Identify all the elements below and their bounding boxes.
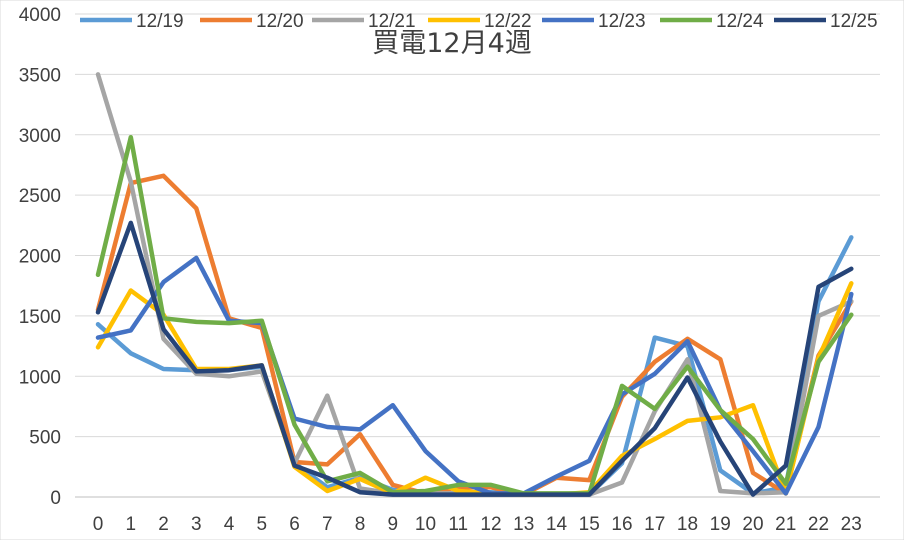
legend: 12/19 12/20 12/21 12/22 12/23 12/24 12/25: [80, 11, 878, 32]
x-tick-label: 20: [742, 514, 763, 535]
x-tick-label: 17: [644, 514, 665, 535]
y-tick-label: 0: [50, 488, 61, 509]
y-tick-label: 500: [29, 428, 61, 449]
x-tick-label: 4: [224, 514, 235, 535]
x-tick-label: 5: [256, 514, 267, 535]
y-tick-label: 3500: [19, 65, 61, 86]
x-tick-label: 10: [415, 514, 436, 535]
x-tick-label: 13: [513, 514, 534, 535]
x-tick-label: 3: [191, 514, 202, 535]
chart-title: 買電12月4週: [372, 28, 532, 59]
x-tick-label: 22: [808, 514, 829, 535]
legend-label: 12/24: [716, 11, 764, 32]
legend-label: 12/22: [484, 11, 532, 32]
x-tick-label: 9: [387, 514, 398, 535]
x-tick-label: 16: [611, 514, 632, 535]
y-tick-label: 1500: [19, 307, 61, 328]
x-tick-label: 14: [546, 514, 568, 535]
x-tick-label: 0: [93, 514, 104, 535]
x-axis-tick-labels: 0 1 2 3 4 5 6 7 8 9 10 11 12 13 14 15 16 17 18 19 20 21 22 23: [93, 514, 862, 535]
y-tick-label: 2500: [19, 186, 61, 207]
legend-label: 12/19: [136, 11, 184, 32]
x-tick-label: 15: [579, 514, 600, 535]
legend-label: 12/21: [368, 11, 416, 32]
legend-label: 12/25: [830, 11, 878, 32]
y-tick-label: 2000: [19, 247, 61, 268]
x-tick-label: 12: [480, 514, 501, 535]
x-tick-label: 11: [448, 514, 468, 535]
legend-label: 12/20: [256, 11, 304, 32]
x-tick-label: 18: [677, 514, 698, 535]
y-tick-label: 3000: [19, 126, 61, 147]
y-tick-label: 1000: [19, 367, 61, 388]
series-line-12-24: [95, 134, 854, 496]
series-lines: [95, 72, 854, 497]
y-axis-tick-labels: 0 500 1000 1500 2000 2500 3000 3500 4000: [19, 5, 61, 509]
x-tick-label: 7: [322, 514, 333, 535]
x-tick-label: 6: [289, 514, 300, 535]
x-tick-label: 23: [841, 514, 862, 535]
x-tick-label: 19: [710, 514, 731, 535]
series-line-12-25: [95, 220, 854, 497]
legend-label: 12/23: [598, 11, 646, 32]
x-tick-label: 8: [355, 514, 366, 535]
x-tick-label: 2: [158, 514, 169, 535]
x-tick-label: 1: [125, 514, 136, 535]
x-tick-label: 21: [775, 514, 796, 535]
y-tick-label: 4000: [19, 5, 61, 26]
